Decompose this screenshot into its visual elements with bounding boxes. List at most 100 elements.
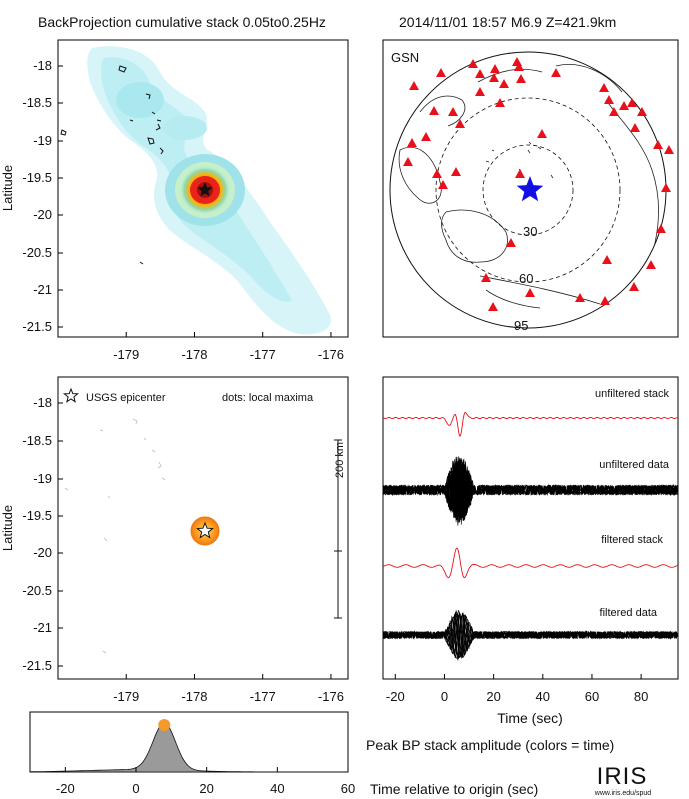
peak-axis-ticks: -20 0 20 40 60 [56,767,355,796]
station-triangle [599,83,609,92]
peak-frame [29,711,349,773]
station-triangle [653,140,663,149]
station-triangle [455,119,465,128]
x-tick-label: -177 [250,689,276,704]
peak-amplitude-area [29,722,348,773]
x-tick-label: 0 [132,781,139,796]
station-triangle [409,81,419,90]
distance-rings [435,97,621,283]
station-triangle [630,123,640,132]
y-tick-label: -21.5 [22,319,52,334]
traces-panel: unfiltered stack unfiltered data filtere… [382,376,679,726]
x-tick-label: -179 [113,347,139,362]
y-tick-label: -21.5 [22,658,52,673]
station-triangle [481,273,491,282]
time-axis-ticks: -20 0 20 40 60 80 [386,674,648,704]
station-triangle [436,68,446,77]
coastlines [60,65,164,265]
traces-frame [382,376,679,680]
station-triangle [421,132,431,141]
scale-bar-label: 200 km [334,442,346,478]
station-triangle [495,98,505,107]
station-triangle [489,73,499,82]
x-tick-label: 0 [441,689,448,704]
x-tick-label: 40 [536,689,550,704]
station-triangle [515,169,525,178]
station-triangle [468,59,478,68]
station-triangle [514,62,524,71]
epicenter-star-marker [197,182,213,197]
station-triangle [609,107,619,116]
iris-logo-url: www.iris.edu/spud [594,790,652,797]
y-tick-label: -19.5 [22,508,52,523]
y-tick-label: -18 [33,395,52,410]
series-label-unfiltered-data: unfiltered data [599,459,670,471]
station-triangle [407,138,417,147]
x-axis-label-relative: Time relative to origin (sec) [370,781,538,797]
unfiltered-data-trace [382,459,678,519]
x-tick-label: 20 [199,781,213,796]
y-tick-label: -20 [33,207,52,222]
legend-star-label: USGS epicenter [86,392,166,404]
station-triangle [627,98,637,107]
legend-star-icon [62,387,80,403]
x-tick-label: -176 [318,347,344,362]
station-triangle [490,64,500,73]
gsn-station-panel: GSN 30 60 95 [382,39,679,338]
y-tick-label: -18 [33,58,52,73]
legend-dots-label: dots: local maxima [222,392,314,404]
filtered-data-trace [382,614,678,656]
trace-lines [382,412,678,661]
series-label-unfiltered-stack: unfiltered stack [595,388,669,400]
station-triangle [403,157,413,166]
globe-coastlines [398,64,659,309]
peak-amplitude-title: Peak BP stack amplitude (colors = time) [366,737,614,753]
station-triangle [629,282,639,291]
x-tick-label: 80 [634,689,648,704]
x-tick-label: -178 [181,347,207,362]
unfiltered-stack-trace [382,412,678,437]
x-tick-label: -179 [113,689,139,704]
y-tick-label: -19 [33,133,52,148]
station-triangle [525,288,535,297]
y-tick-label: -19.5 [22,170,52,185]
y-tick-label: -19 [33,471,52,486]
ring-label-60: 60 [519,271,533,286]
x-tick-label: -178 [181,689,207,704]
peak-amplitude-panel: -20 0 20 40 60 Time relative to origin (sec) [29,711,538,797]
y-tick-label: -20 [33,545,52,560]
x-tick-label: 60 [585,689,599,704]
usgs-epicenter-star [196,521,214,539]
station-triangle [488,302,498,311]
y-tick-label: -20.5 [22,583,52,598]
iris-logo: IRIS www.iris.edu/spud [594,763,652,797]
x-tick-label: -176 [318,689,344,704]
station-triangle [619,101,629,110]
y-tick-label: -20.5 [22,245,52,260]
x-tick-label: -20 [56,781,75,796]
y-axis-label: Latitude [0,165,15,211]
x-tick-label: -177 [250,347,276,362]
network-label: GSN [391,50,419,65]
backprojection-map-panel: -179 -178 -177 -176 -18 -18.5 -19 -19.5 -20 -20.5… [0,39,349,362]
station-triangle [451,167,461,176]
station-triangle [475,87,485,96]
filtered-stack-trace [382,547,678,579]
station-triangle [575,293,585,302]
x-tick-label: -20 [386,689,405,704]
station-triangle [516,74,526,83]
ring-label-95: 95 [514,318,528,333]
station-triangle [448,107,458,116]
x-tick-label: 20 [486,689,500,704]
station-triangle [602,255,612,264]
peak-time-marker [158,719,171,731]
y-tick-label: -18.5 [22,433,52,448]
station-triangle [664,145,674,154]
epicenter-star-marker-blue [516,176,544,202]
iris-logo-text: IRIS [597,763,648,790]
station-triangle [604,95,614,104]
figure-title: BackProjection cumulative stack 0.05to0.… [38,14,326,30]
y-tick-label: -18.5 [22,95,52,110]
station-triangle [537,129,547,138]
